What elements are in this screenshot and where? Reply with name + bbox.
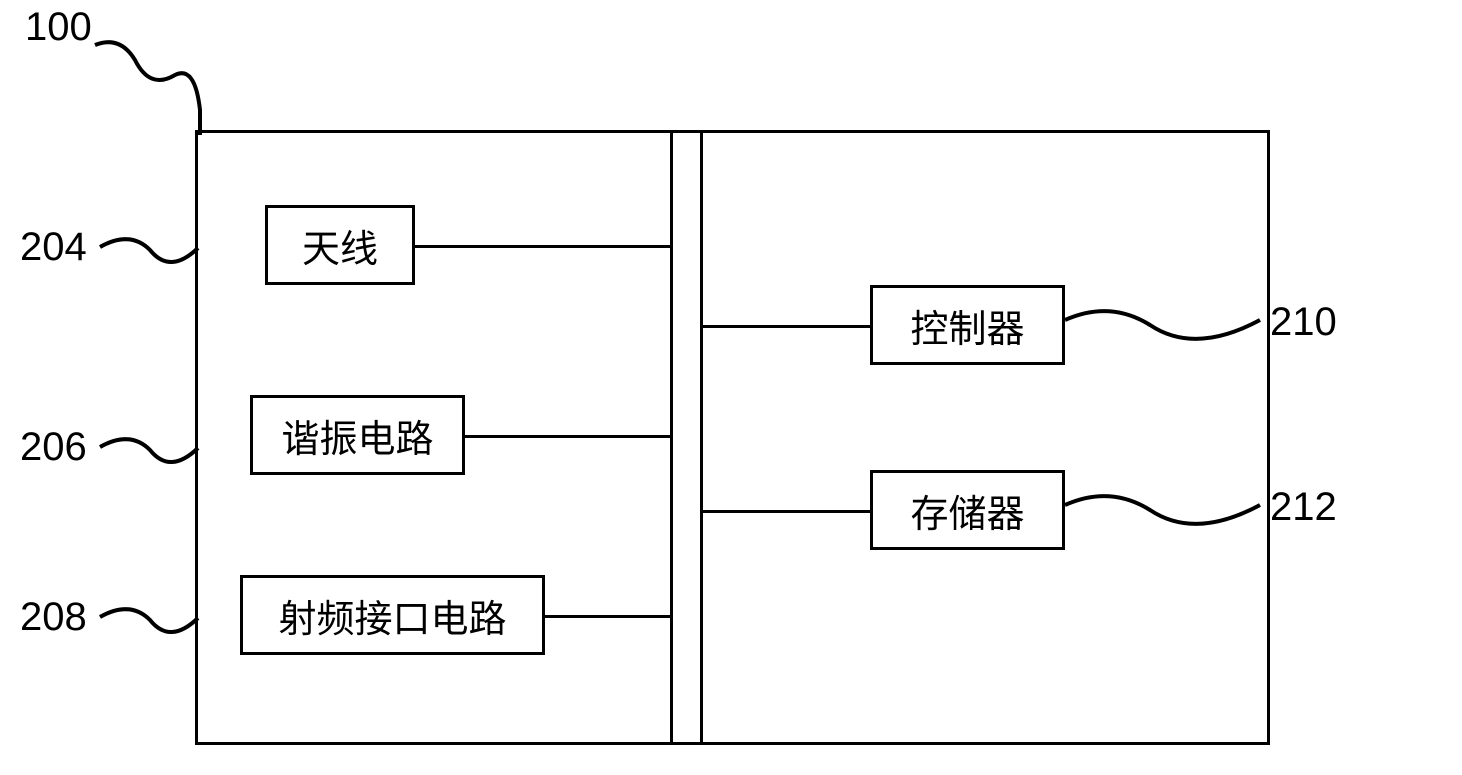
block-diagram: 天线 谐振电路 射频接口电路 控制器 存储器 100 204 206 208 2… [0,0,1462,775]
squiggle-100 [0,0,1462,775]
